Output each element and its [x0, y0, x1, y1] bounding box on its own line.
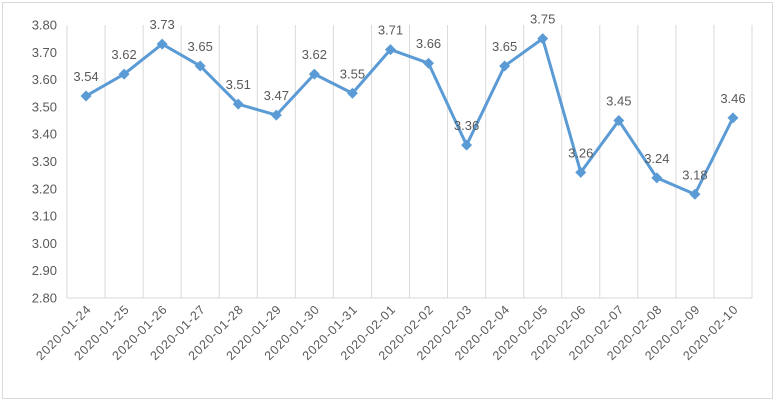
- data-point-marker: [651, 172, 663, 184]
- data-point-marker: [232, 98, 244, 110]
- data-point-marker: [537, 33, 549, 45]
- data-point-marker: [346, 87, 358, 99]
- y-tick-label: 3.10: [32, 209, 57, 224]
- data-label: 3.26: [568, 145, 593, 160]
- data-label: 3.36: [454, 118, 479, 133]
- data-label: 3.65: [492, 39, 517, 54]
- data-point-marker: [689, 188, 701, 200]
- data-label: 3.51: [226, 77, 251, 92]
- y-tick-label: 2.80: [32, 291, 57, 306]
- y-tick-label: 3.60: [32, 72, 57, 87]
- data-label: 3.71: [378, 23, 403, 38]
- markers: [80, 33, 739, 200]
- y-tick-label: 2.90: [32, 263, 57, 278]
- data-point-marker: [270, 109, 282, 121]
- y-tick-label: 3.50: [32, 99, 57, 114]
- data-point-marker: [727, 112, 739, 124]
- y-tick-label: 3.70: [32, 45, 57, 60]
- data-label: 3.46: [720, 91, 745, 106]
- y-tick-label: 3.00: [32, 236, 57, 251]
- data-label: 3.24: [644, 151, 669, 166]
- data-labels: 3.54 3.62 3.73 3.65 3.51 3.47 3.62 3.55 3.71 3.66…: [73, 12, 745, 183]
- data-point-marker: [156, 38, 168, 50]
- data-label: 3.65: [188, 39, 213, 54]
- y-tick-label: 3.40: [32, 127, 57, 142]
- data-label: 3.54: [73, 69, 98, 84]
- data-point-marker: [575, 166, 587, 178]
- data-point-marker: [384, 44, 396, 56]
- y-axis-ticks: 2.80 2.90 3.00 3.10 3.20 3.30 3.40 3.50 3.60 3.70…: [32, 18, 57, 306]
- data-point-marker: [423, 57, 435, 69]
- series: [85, 37, 735, 196]
- y-tick-label: 3.80: [32, 18, 57, 33]
- y-tick-label: 3.30: [32, 154, 57, 169]
- data-point-marker: [80, 90, 92, 102]
- x-axis-ticks: 2020-01-242020-01-252020-01-262020-01-27…: [33, 302, 741, 363]
- data-point-marker: [461, 139, 473, 151]
- data-label: 3.18: [682, 167, 707, 182]
- data-label: 3.66: [416, 36, 441, 51]
- data-point-marker: [613, 115, 625, 127]
- data-label: 3.62: [111, 47, 136, 62]
- data-point-marker: [308, 68, 320, 80]
- data-label: 3.47: [264, 88, 289, 103]
- y-tick-label: 3.20: [32, 181, 57, 196]
- data-point-marker: [194, 60, 206, 72]
- data-point-marker: [499, 60, 511, 72]
- data-point-marker: [118, 68, 130, 80]
- data-label: 3.55: [340, 66, 365, 81]
- data-label: 3.45: [606, 94, 631, 109]
- data-label: 3.73: [149, 17, 174, 32]
- series-line: [85, 37, 735, 196]
- data-label: 3.75: [530, 12, 555, 27]
- data-label: 3.62: [302, 47, 327, 62]
